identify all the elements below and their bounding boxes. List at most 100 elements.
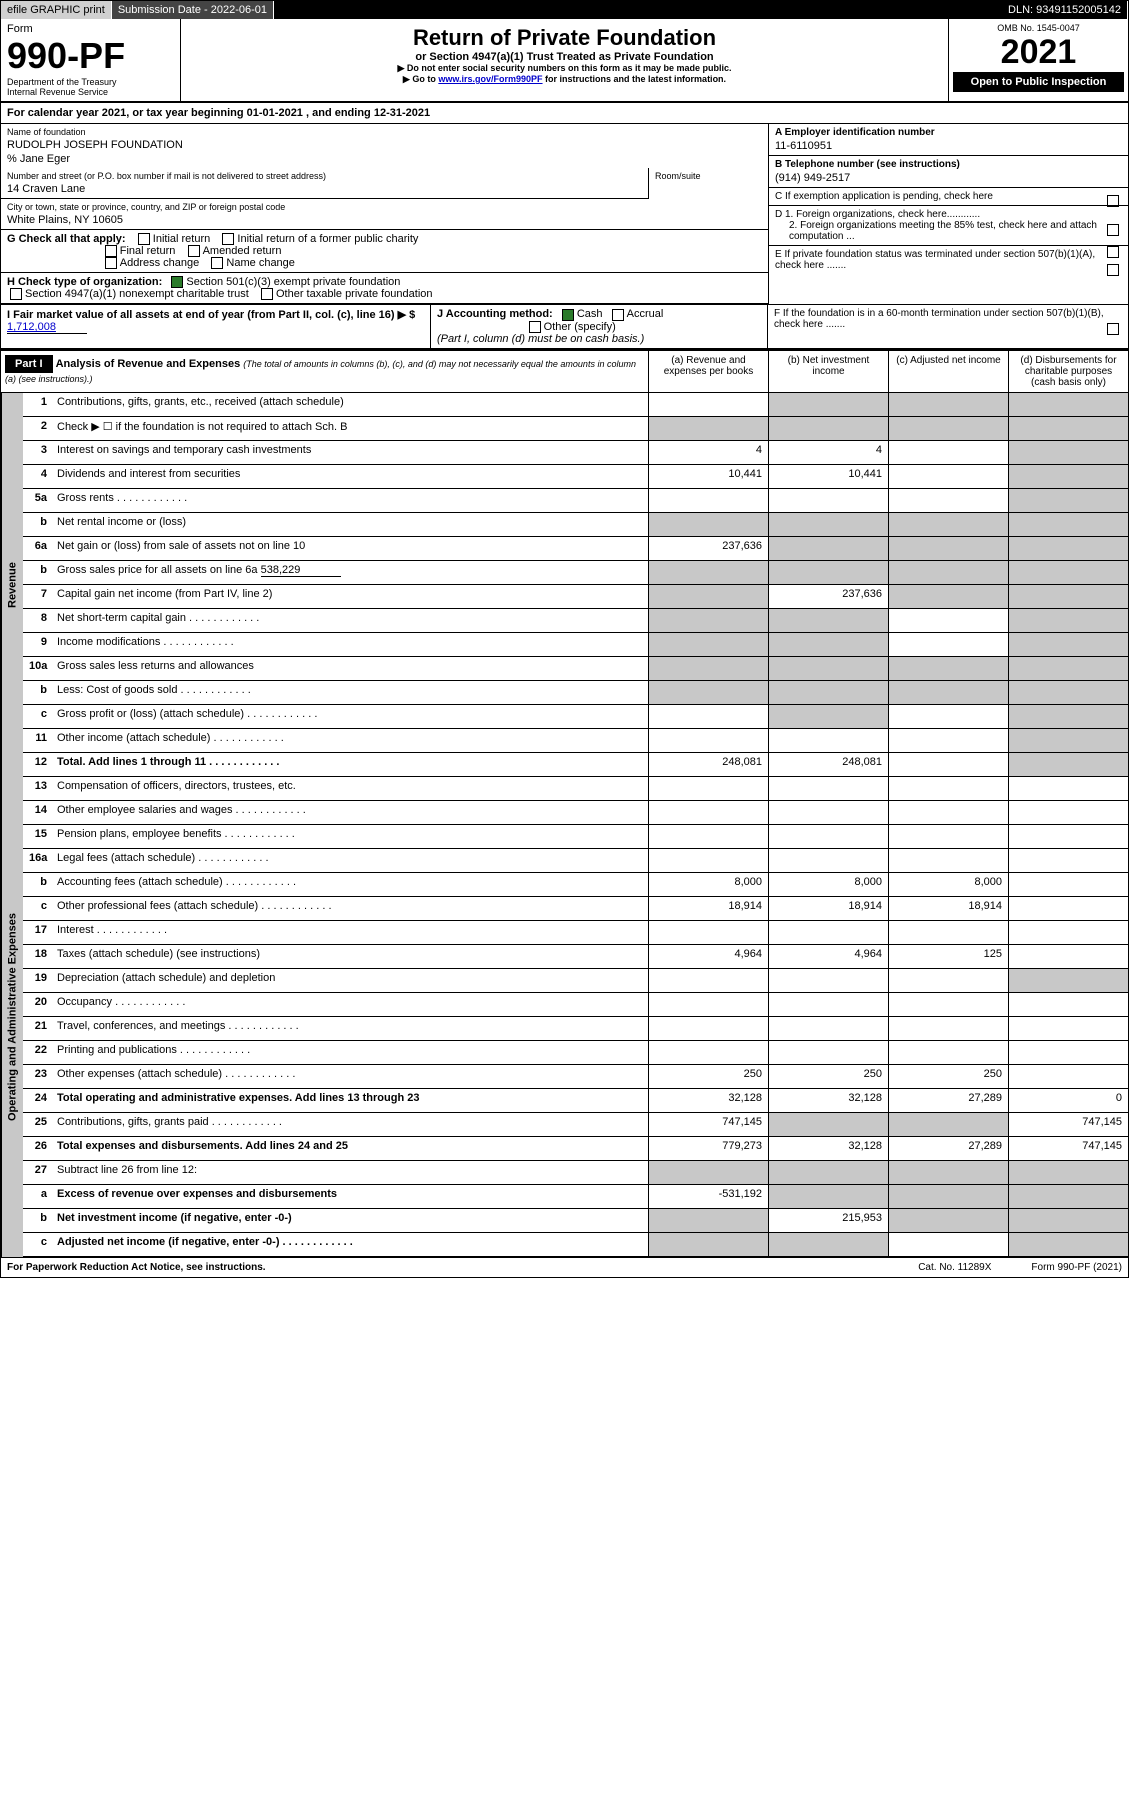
checkbox-address-change[interactable] [105,257,117,269]
part1-title: Analysis of Revenue and Expenses [56,358,241,370]
line-desc: Gross sales less returns and allowances [53,657,648,680]
line-desc: Other professional fees (attach schedule… [53,897,648,920]
col-b-header: (b) Net investment income [768,351,888,392]
city-value: White Plains, NY 10605 [7,212,762,226]
cell-b [768,489,888,512]
line-num: 27 [23,1161,53,1184]
cell-c [888,1113,1008,1136]
cell-a: 32,128 [648,1089,768,1112]
omb-number: OMB No. 1545-0047 [953,23,1124,33]
city-label: City or town, state or province, country… [7,202,762,212]
cal-begin: 01-01-2021 [247,107,303,119]
checkbox-c-pending[interactable] [1107,195,1119,207]
cell-b: 248,081 [768,753,888,776]
care-of: % Jane Eger [7,151,762,165]
cell-b [768,609,888,632]
line-desc: Gross rents [53,489,648,512]
line-num: 25 [23,1113,53,1136]
checkbox-4947[interactable] [10,288,22,300]
cell-a: 8,000 [648,873,768,896]
line-num: b [23,1209,53,1232]
cell-a: -531,192 [648,1185,768,1208]
checkbox-amended[interactable] [188,245,200,257]
f-label: F If the foundation is in a 60-month ter… [774,308,1104,330]
cell-a [648,993,768,1016]
checkbox-501c3[interactable] [171,276,183,288]
line-desc: Legal fees (attach schedule) [53,849,648,872]
cell-a: 248,081 [648,753,768,776]
ein-label: A Employer identification number [775,127,1122,138]
line-desc: Excess of revenue over expenses and disb… [53,1185,648,1208]
cell-d [1008,729,1128,752]
g-former: Initial return of a former public charit… [237,233,418,245]
checkbox-name-change[interactable] [211,257,223,269]
checkbox-initial-return[interactable] [138,233,150,245]
e-label: E If private foundation status was termi… [775,249,1095,271]
line-num: c [23,705,53,728]
footer: For Paperwork Reduction Act Notice, see … [1,1257,1128,1277]
cell-a [648,489,768,512]
line-desc: Capital gain net income (from Part IV, l… [53,585,648,608]
cell-c [888,513,1008,536]
cell-b [768,657,888,680]
cell-c [888,393,1008,416]
cell-d [1008,633,1128,656]
cell-b: 32,128 [768,1137,888,1160]
cell-a [648,633,768,656]
g-label: G Check all that apply: [7,233,126,245]
cell-b: 10,441 [768,465,888,488]
dept-label: Department of the Treasury [7,77,174,87]
cell-d [1008,465,1128,488]
cell-a: 747,145 [648,1113,768,1136]
checkbox-accrual[interactable] [612,309,624,321]
line-num: 12 [23,753,53,776]
warn-ssn: ▶ Do not enter social security numbers o… [187,63,942,74]
cell-a [648,777,768,800]
cell-b [768,537,888,560]
line-desc: Less: Cost of goods sold [53,681,648,704]
g-addr-change: Address change [120,257,200,269]
cal-end: 12-31-2021 [374,107,430,119]
irs-link[interactable]: www.irs.gov/Form990PF [438,74,542,84]
checkbox-other-method[interactable] [529,321,541,333]
dln-label: DLN: 93491152005142 [1002,1,1128,19]
room-suite-label: Room/suite [648,168,768,199]
checkbox-d1[interactable] [1107,224,1119,236]
cell-a [648,609,768,632]
line-num: 14 [23,801,53,824]
cell-d [1008,441,1128,464]
line-desc: Dividends and interest from securities [53,465,648,488]
top-bar: efile GRAPHIC print Submission Date - 20… [1,1,1128,19]
efile-label[interactable]: efile GRAPHIC print [1,1,112,19]
cell-b [768,849,888,872]
form-number: 990-PF [7,35,174,77]
checkbox-final-return[interactable] [105,245,117,257]
checkbox-e[interactable] [1107,264,1119,276]
checkbox-other-taxable[interactable] [261,288,273,300]
fmv-value[interactable]: 1,712,008 [7,321,87,334]
cell-c [888,1209,1008,1232]
form-subtitle: or Section 4947(a)(1) Trust Treated as P… [187,51,942,63]
line-desc: Other employee salaries and wages [53,801,648,824]
cell-c [888,609,1008,632]
cell-b: 32,128 [768,1089,888,1112]
cell-b [768,1041,888,1064]
cell-c [888,993,1008,1016]
line-desc: Adjusted net income (if negative, enter … [53,1233,648,1256]
cell-a [648,801,768,824]
f-box: F If the foundation is in a 60-month ter… [768,305,1128,347]
cell-d [1008,753,1128,776]
checkbox-f[interactable] [1107,323,1119,335]
pra-notice: For Paperwork Reduction Act Notice, see … [7,1262,266,1273]
cell-b [768,681,888,704]
checkbox-cash[interactable] [562,309,574,321]
cell-c [888,921,1008,944]
i-label: I Fair market value of all assets at end… [7,309,415,321]
cell-d [1008,945,1128,968]
line-num: b [23,681,53,704]
checkbox-d2[interactable] [1107,246,1119,258]
line-num: 6a [23,537,53,560]
checkbox-initial-former[interactable] [222,233,234,245]
cell-b [768,1185,888,1208]
cell-c [888,1041,1008,1064]
